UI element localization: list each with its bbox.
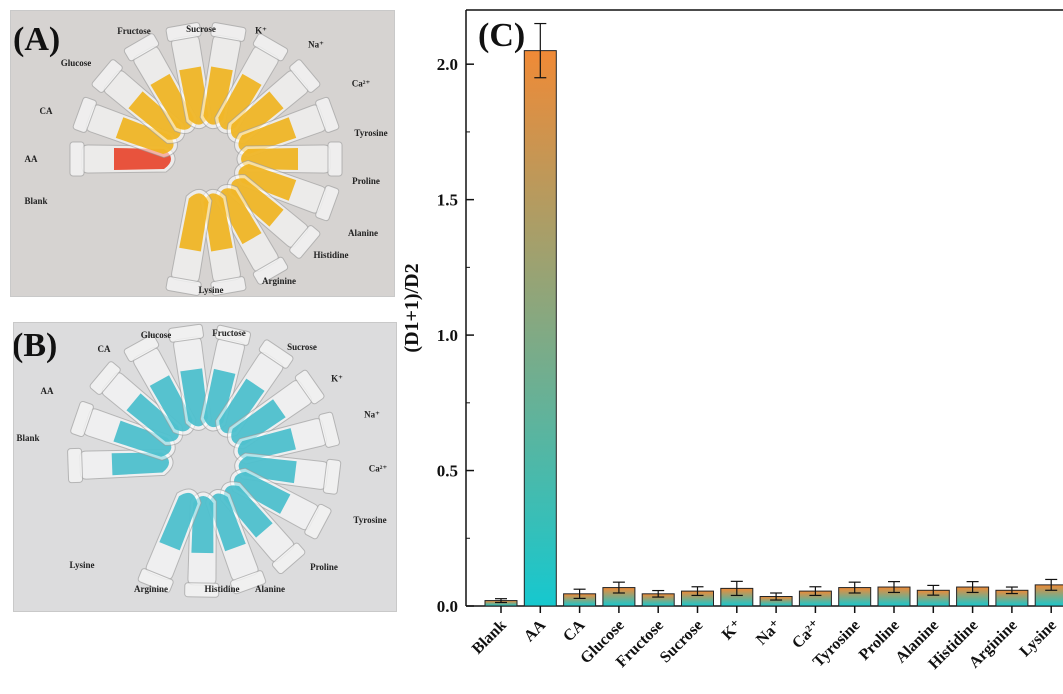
panel-a-tube-label: Na⁺ — [308, 39, 324, 50]
x-tick-label: CA — [560, 616, 589, 645]
tube — [70, 400, 176, 461]
x-tick-label: Blank — [469, 617, 510, 658]
tube — [165, 189, 213, 296]
y-tick-label: 2.0 — [437, 55, 458, 74]
tube — [72, 96, 178, 159]
photo-panel-b: (B) Glucose Fructose CA Sucrose K⁺ AA Na⁺ Blank… — [13, 322, 397, 612]
panel-label-a: (A) — [13, 21, 61, 58]
panel-a-tube-label: Blank — [24, 196, 48, 206]
tube — [137, 488, 202, 594]
bar — [1034, 584, 1063, 607]
tube — [91, 59, 186, 144]
tube — [227, 369, 325, 450]
panel-b-tube-label: AA — [40, 386, 54, 396]
y-axis-label: (D1+1)/D2 — [401, 263, 423, 352]
x-tick-label: Na⁺ — [753, 617, 785, 649]
tube — [234, 159, 340, 222]
tube — [219, 481, 306, 575]
panel-b-tube-label: K⁺ — [331, 373, 343, 384]
tube — [199, 22, 247, 129]
x-tick-label: Ca²⁺ — [789, 617, 824, 652]
panel-b-tube-label: Tyrosine — [353, 515, 387, 525]
tube — [168, 323, 212, 431]
panel-b-tube-label: Histidine — [204, 584, 240, 594]
y-tick-label: 0.0 — [437, 597, 458, 616]
panel-a-tube-label: AA — [24, 154, 38, 164]
panel-a-tube-label: Histidine — [313, 250, 349, 260]
panel-b-tube-label: Ca²⁺ — [368, 463, 388, 474]
tube — [89, 361, 184, 446]
tube — [123, 334, 197, 436]
x-tick-label: K⁺ — [719, 617, 746, 644]
panel-a-tube-label: Ca²⁺ — [351, 78, 371, 89]
bar — [523, 50, 557, 607]
x-tick-label: AA — [521, 616, 550, 645]
panel-label-c: (C) — [478, 17, 525, 54]
panel-b-tube-label: Proline — [310, 562, 338, 572]
tube — [123, 33, 198, 134]
y-tick-label: 1.0 — [437, 326, 458, 345]
panel-label-b: (B) — [13, 327, 58, 364]
x-tick-label: Lysine — [1017, 617, 1060, 660]
tube — [214, 33, 289, 134]
tube — [229, 467, 332, 540]
panel-a-tube-label: Lysine — [198, 285, 224, 295]
tube — [199, 324, 252, 432]
panel-a-tube-label: Tyrosine — [354, 128, 388, 138]
tube — [214, 184, 289, 285]
panel-a-tube-label: Glucose — [60, 58, 92, 68]
panel-b-tube-label: Sucrose — [287, 342, 317, 352]
panel-a-tube-label: Proline — [352, 176, 380, 186]
panel-b-tube-label: Na⁺ — [364, 409, 380, 420]
panel-a-tube-label: Arginine — [261, 276, 297, 286]
panel-a-tube-label: K⁺ — [255, 25, 267, 36]
y-tick-label: 1.5 — [437, 191, 458, 210]
panel-b-tube-label: Arginine — [133, 584, 169, 594]
tube — [226, 174, 321, 259]
panel-a-tube-label: Sucrose — [186, 24, 216, 34]
panel-a-tube-label: Alanine — [347, 228, 379, 238]
tube — [204, 489, 267, 595]
panel-a-tube-label: Fructose — [117, 26, 151, 36]
photo-panel-a: (A) Fructose Sucrose K⁺ Na⁺ Glucose Ca²⁺ CA Tyr… — [10, 10, 395, 297]
y-tick-label: 0.5 — [437, 462, 458, 481]
x-tick-label: Sucrose — [657, 617, 707, 667]
panel-b-tube-label: Glucose — [140, 330, 172, 340]
tube-ring-cyan — [67, 323, 342, 598]
panel-b-tube-label: CA — [97, 344, 111, 354]
tube-ring-yellow — [69, 22, 343, 296]
tube — [233, 411, 340, 465]
panel-b-tube-label: Alanine — [254, 584, 286, 594]
tube — [226, 59, 321, 144]
tube — [234, 96, 340, 159]
panel-b-tube-label: Fructose — [212, 328, 246, 338]
tube — [215, 339, 294, 438]
panel-b-tube-label: Blank — [16, 433, 40, 443]
panel-b-tube-label: Lysine — [69, 560, 95, 570]
panel-a-tube-label: CA — [39, 106, 53, 116]
